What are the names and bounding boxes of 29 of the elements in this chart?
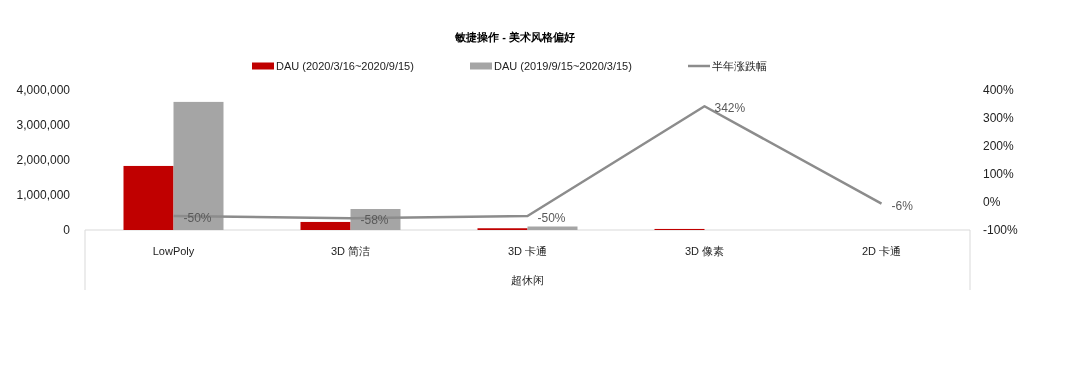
bar [300,221,351,230]
data-label: -50% [537,211,566,225]
y2-tick-label: 100% [983,167,1015,181]
y2-tick-label: 400% [983,83,1015,97]
y-tick-label: 2,000,000 [16,153,71,167]
legend-label: DAU (2020/3/16~2020/9/15) [276,60,414,72]
chart-title: 敏捷操作 - 美术风格偏好 [454,31,575,43]
x-axis-title: 超休闲 [511,274,544,286]
legend-label: 半年涨跌幅 [712,60,767,72]
y-tick-label: 0 [63,223,71,237]
y-tick-label: 4,000,000 [16,83,71,97]
x-tick-label: 3D 像素 [684,245,725,257]
x-tick-label: LowPoly [152,245,195,257]
data-label: -6% [891,198,914,213]
y2-tick-label: 200% [983,139,1015,153]
data-label: -58% [360,213,389,228]
data-label: -50% [183,211,212,225]
y-tick-label: 1,000,000 [16,188,71,202]
data-label: 342% [714,101,746,116]
x-tick-label: 2D 卡通 [861,245,902,257]
y-tick-label: 3,000,000 [16,118,71,132]
bar [173,101,224,230]
y2-tick-label: 300% [983,111,1015,125]
x-tick-label: 3D 卡通 [507,245,548,257]
x-tick-label: 3D 简洁 [330,245,371,257]
legend-label: DAU (2019/9/15~2020/3/15) [494,60,632,72]
bar [123,165,174,230]
y2-tick-label: -100% [983,223,1019,237]
y2-tick-label: 0% [983,195,1001,209]
